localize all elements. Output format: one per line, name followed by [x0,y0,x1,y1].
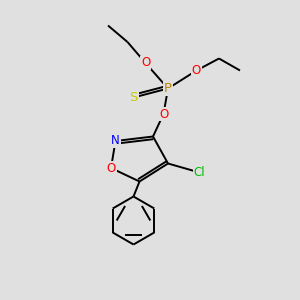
Text: O: O [159,107,168,121]
Text: O: O [141,56,150,70]
Text: P: P [164,82,172,95]
Text: N: N [111,134,120,148]
Text: O: O [106,161,116,175]
Text: S: S [129,91,138,104]
Text: O: O [192,64,201,77]
Text: Cl: Cl [194,166,205,179]
